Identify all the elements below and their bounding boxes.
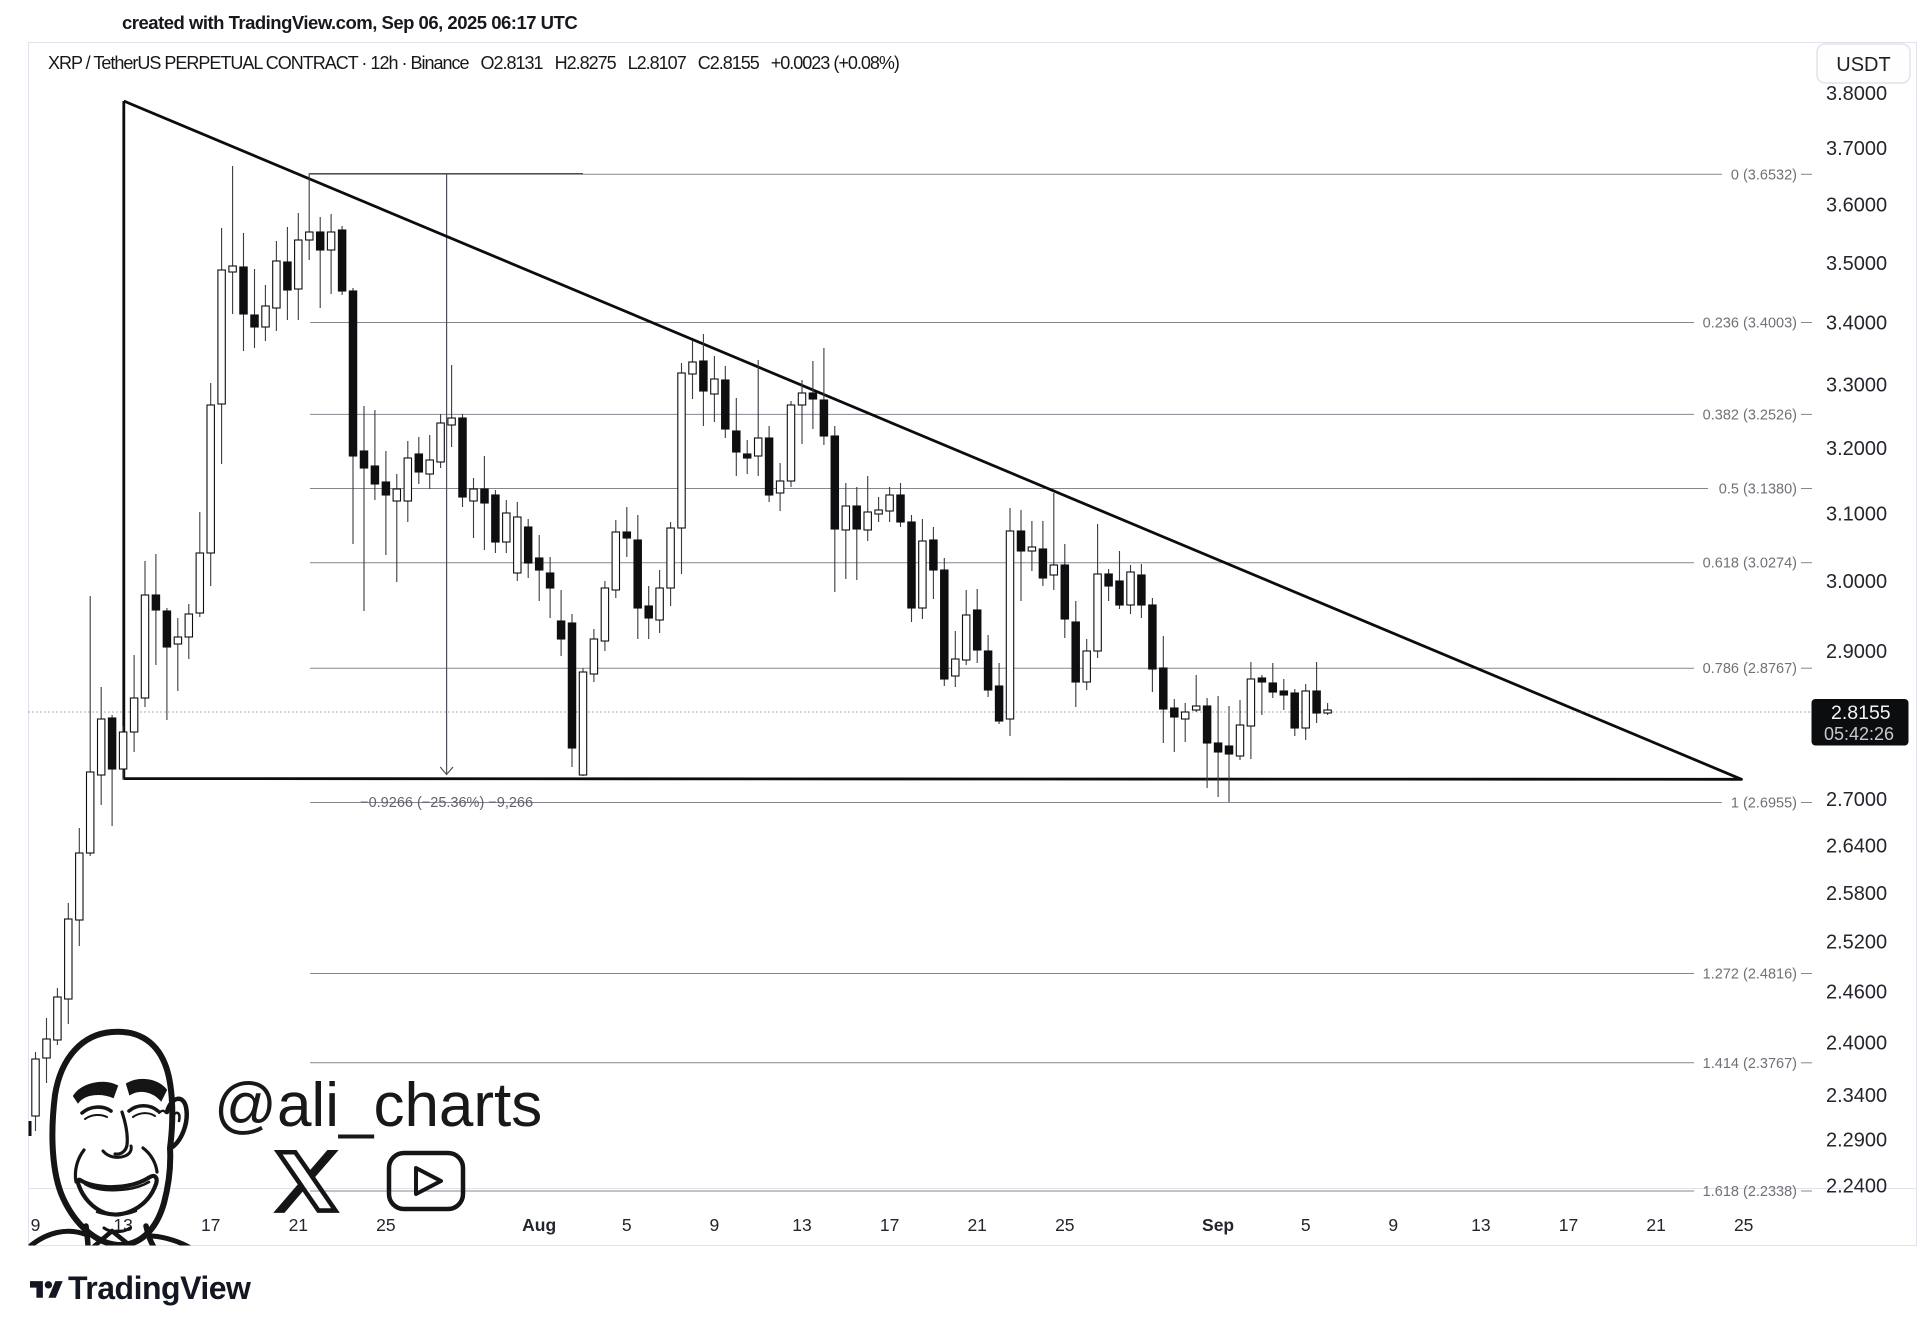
svg-text:2.4600: 2.4600 — [1826, 982, 1887, 1004]
svg-text:3.1000: 3.1000 — [1826, 503, 1887, 525]
svg-text:2.2900: 2.2900 — [1826, 1130, 1887, 1152]
svg-text:1 (2.6955): 1 (2.6955) — [1731, 796, 1797, 812]
svg-text:2.7000: 2.7000 — [1826, 789, 1887, 811]
svg-text:2.4000: 2.4000 — [1826, 1033, 1887, 1055]
svg-text:2.9000: 2.9000 — [1826, 641, 1887, 663]
svg-text:TradingView: TradingView — [68, 1270, 251, 1306]
svg-text:USDT: USDT — [1836, 54, 1890, 76]
svg-text:2.6400: 2.6400 — [1826, 836, 1887, 858]
svg-text:−0.9266 (−25.36%) −9,266: −0.9266 (−25.36%) −9,266 — [360, 795, 533, 811]
svg-text:5: 5 — [622, 1215, 632, 1235]
svg-text:17: 17 — [1559, 1215, 1578, 1235]
svg-text:3.5000: 3.5000 — [1826, 253, 1887, 275]
svg-text:Sep: Sep — [1202, 1215, 1234, 1235]
svg-text:Aug: Aug — [522, 1215, 556, 1235]
svg-text:1.414 (2.3767): 1.414 (2.3767) — [1703, 1056, 1797, 1072]
svg-text:21: 21 — [1646, 1215, 1665, 1235]
svg-text:2.3400: 2.3400 — [1826, 1085, 1887, 1107]
svg-text:3.4000: 3.4000 — [1826, 313, 1887, 335]
svg-text:0.786 (2.8767): 0.786 (2.8767) — [1703, 661, 1797, 677]
svg-text:created with TradingView.com,: created with TradingView.com, Sep 06, 20… — [122, 12, 577, 33]
svg-text:2.8155: 2.8155 — [1831, 702, 1891, 724]
svg-text:2.2400: 2.2400 — [1826, 1175, 1887, 1197]
svg-text:0.5 (3.1380): 0.5 (3.1380) — [1719, 482, 1797, 498]
svg-text:3.8000: 3.8000 — [1826, 83, 1887, 105]
svg-text:13: 13 — [1471, 1215, 1490, 1235]
svg-text:1.618 (2.2338): 1.618 (2.2338) — [1703, 1184, 1797, 1200]
svg-text:3.0000: 3.0000 — [1826, 571, 1887, 593]
svg-text:13: 13 — [792, 1215, 811, 1235]
svg-text:@ali_charts: @ali_charts — [214, 1071, 542, 1140]
svg-text:3.7000: 3.7000 — [1826, 138, 1887, 160]
svg-text:9: 9 — [1388, 1215, 1398, 1235]
svg-text:2.5800: 2.5800 — [1826, 883, 1887, 905]
svg-text:3.2000: 3.2000 — [1826, 438, 1887, 460]
svg-text:2.5200: 2.5200 — [1826, 932, 1887, 954]
svg-text:3.3000: 3.3000 — [1826, 374, 1887, 396]
svg-text:25: 25 — [1055, 1215, 1074, 1235]
svg-text:5: 5 — [1301, 1215, 1311, 1235]
svg-text:21: 21 — [967, 1215, 986, 1235]
svg-text:0.382 (3.2526): 0.382 (3.2526) — [1703, 407, 1797, 423]
svg-text:25: 25 — [1734, 1215, 1753, 1235]
svg-text:17: 17 — [880, 1215, 899, 1235]
svg-text:9: 9 — [31, 1215, 41, 1235]
svg-text:9: 9 — [710, 1215, 720, 1235]
svg-text:05:42:26: 05:42:26 — [1824, 724, 1894, 744]
svg-text:21: 21 — [289, 1215, 308, 1235]
svg-text:3.6000: 3.6000 — [1826, 195, 1887, 217]
svg-text:0 (3.6532): 0 (3.6532) — [1731, 167, 1797, 183]
svg-text:0.618 (3.0274): 0.618 (3.0274) — [1703, 556, 1797, 572]
svg-text:25: 25 — [376, 1215, 395, 1235]
svg-text:XRP / TetherUS PERPETUAL CONTR: XRP / TetherUS PERPETUAL CONTRACT · 12h … — [48, 53, 899, 73]
svg-text:1.272 (2.4816): 1.272 (2.4816) — [1703, 967, 1797, 983]
svg-text:17: 17 — [201, 1215, 220, 1235]
svg-text:0.236 (3.4003): 0.236 (3.4003) — [1703, 316, 1797, 332]
